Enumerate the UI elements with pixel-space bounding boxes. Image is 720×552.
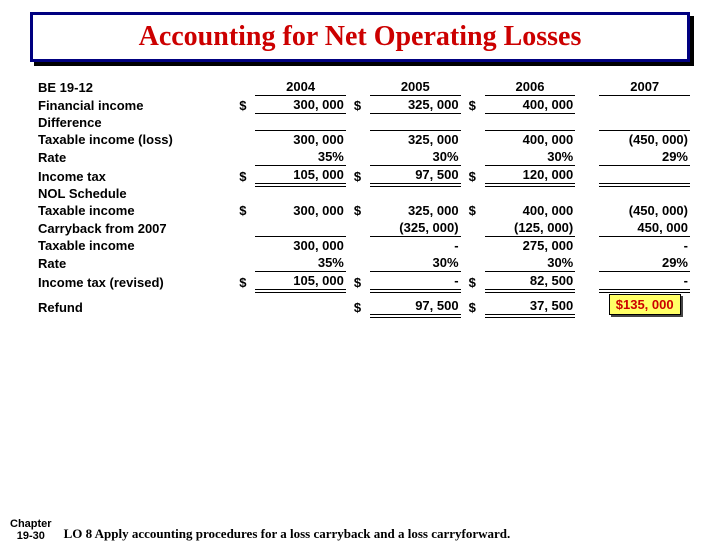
row-rate: Rate 35% 30% 30% 29% [36,148,690,166]
row-nol-taxable-income2: Taxable income 300, 000 - 275, 000 - [36,237,690,255]
row-refund: Refund $97, 500 $37, 500 $135, 000 [36,291,690,316]
row-taxable-income-loss: Taxable income (loss) 300, 000 325, 000 … [36,131,690,149]
page-title: Accounting for Net Operating Losses [139,21,582,52]
content-area: BE 19-12 2004 2005 2006 2007 Financial i… [0,70,720,318]
chapter-bottom: 19-30 [10,530,52,542]
accounting-table: BE 19-12 2004 2005 2006 2007 Financial i… [36,78,690,318]
row-income-tax-revised: Income tax (revised) $105, 000 $- $82, 5… [36,272,690,292]
year-2: 2006 [485,78,576,96]
chapter-top: Chapter [10,518,52,530]
row-difference: Difference [36,114,690,131]
refund-total-box: $135, 000 [609,294,681,315]
row-income-tax: Income tax $105, 000 $97, 500 $120, 000 [36,166,690,186]
year-header-row: BE 19-12 2004 2005 2006 2007 [36,78,690,96]
row-carryback: Carryback from 2007 (325, 000) (125, 000… [36,219,690,237]
row-financial-income: Financial income $300, 000 $325, 000 $40… [36,96,690,114]
year-1: 2005 [370,78,461,96]
chapter-label: Chapter 19-30 [10,518,52,542]
title-banner: Accounting for Net Operating Losses [30,12,690,62]
footer: Chapter 19-30 LO 8 Apply accounting proc… [10,518,710,542]
exercise-label: BE 19-12 [36,78,237,96]
row-nol-rate: Rate 35% 30% 30% 29% [36,254,690,272]
row-nol-taxable-income: Taxable income $300, 000 $325, 000 $400,… [36,202,690,219]
year-3: 2007 [599,78,690,96]
year-0: 2004 [255,78,346,96]
row-nol-header: NOL Schedule [36,185,690,202]
